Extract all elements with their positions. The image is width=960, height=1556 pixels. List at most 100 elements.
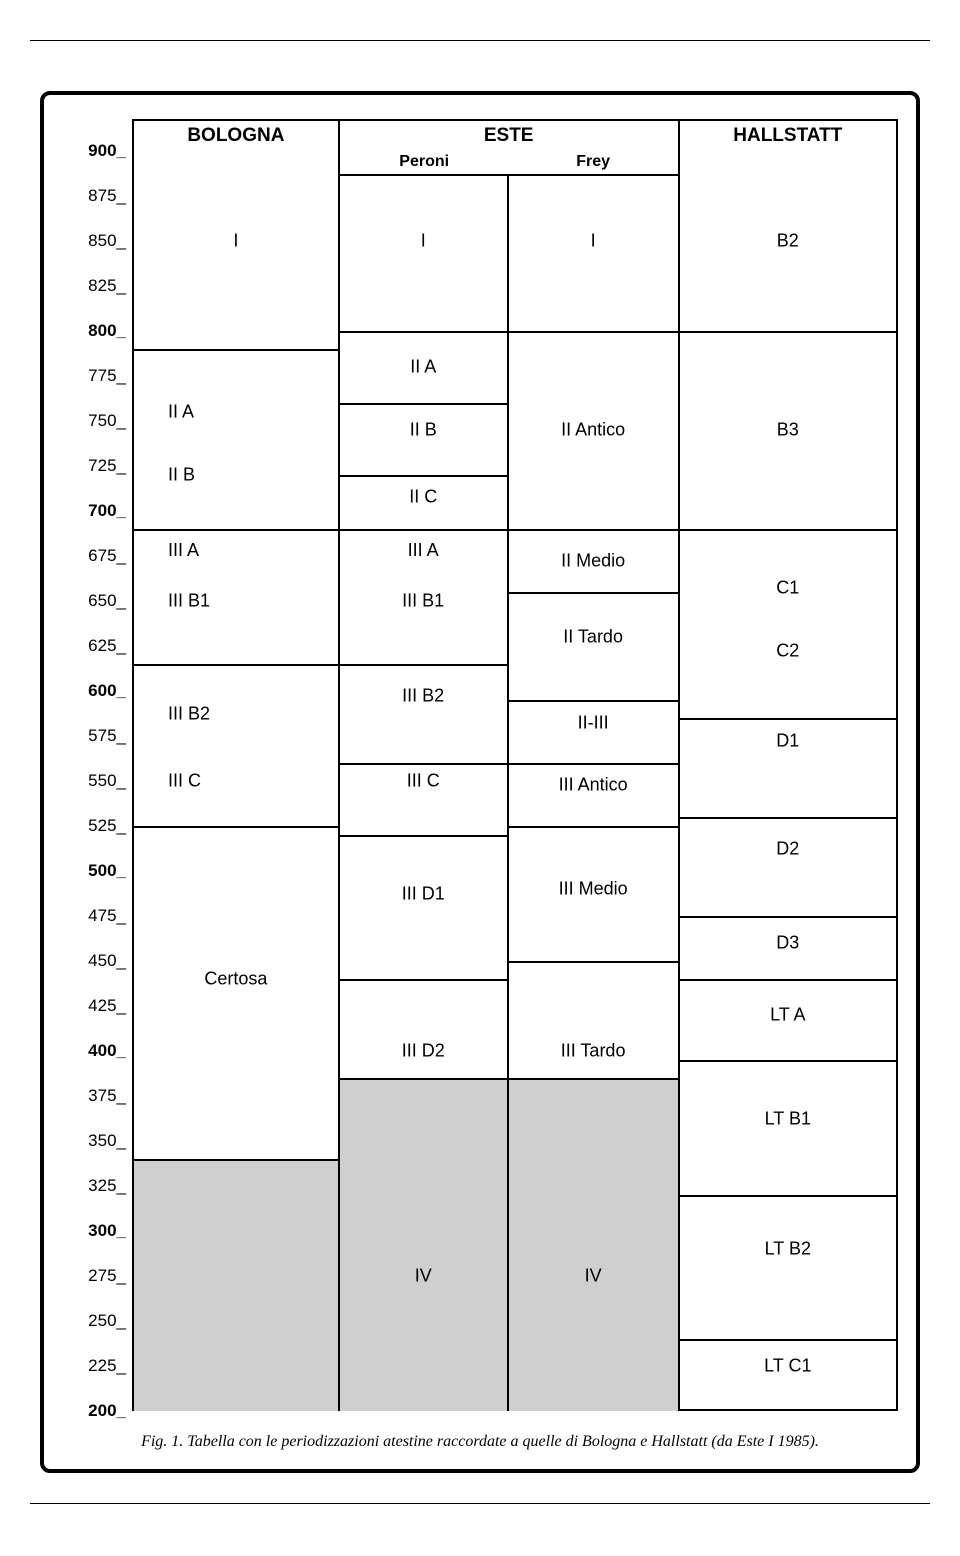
y-tick: 475_ — [88, 906, 126, 926]
y-tick: 375_ — [88, 1086, 126, 1106]
y-tick: 325_ — [88, 1176, 126, 1196]
period-label: III Tardo — [509, 1040, 678, 1061]
period-label: IV — [340, 1265, 507, 1286]
period-label: II-III — [509, 713, 678, 734]
separator — [680, 529, 896, 531]
period-label: Certosa — [134, 969, 338, 990]
column-bologna: III AII BIII AIII B1III B2III CCertosa — [134, 151, 340, 1409]
period-label: III Medio — [509, 878, 678, 899]
y-tick: 800_ — [88, 321, 126, 341]
separator — [680, 979, 896, 981]
separator — [340, 1078, 507, 1080]
period-label: IV — [509, 1265, 678, 1286]
y-tick: 725_ — [88, 456, 126, 476]
y-tick: 575_ — [88, 726, 126, 746]
y-tick: 900_ — [88, 141, 126, 161]
separator — [340, 664, 507, 666]
separator — [134, 349, 338, 351]
period-label: II Tardo — [509, 626, 678, 647]
y-tick: 700_ — [88, 501, 126, 521]
period-label: II B — [340, 419, 507, 440]
shaded-region — [509, 1078, 678, 1411]
period-label: LT B2 — [680, 1239, 896, 1260]
y-tick: 450_ — [88, 951, 126, 971]
y-tick: 525_ — [88, 816, 126, 836]
y-tick: 350_ — [88, 1131, 126, 1151]
separator — [340, 979, 507, 981]
separator — [509, 592, 678, 594]
y-tick: 275_ — [88, 1266, 126, 1286]
separator — [680, 718, 896, 720]
period-label: D3 — [680, 933, 896, 954]
subcolumn-frey: III AnticoII MedioII TardoII-IIIIII Anti… — [509, 176, 678, 1409]
period-label: III B1 — [340, 590, 507, 611]
separator — [509, 529, 678, 531]
period-label: B2 — [680, 231, 896, 252]
period-label: II Medio — [509, 551, 678, 572]
y-tick: 625_ — [88, 636, 126, 656]
y-tick: 825_ — [88, 276, 126, 296]
separator — [680, 1060, 896, 1062]
period-label: II C — [340, 486, 507, 507]
period-label: III B1 — [134, 591, 338, 612]
subheader-peroni: Peroni — [340, 151, 509, 176]
grid-area: III AII BIII AIII B1III B2III CCertosaPe… — [132, 151, 898, 1411]
y-tick: 850_ — [88, 231, 126, 251]
y-tick: 425_ — [88, 996, 126, 1016]
separator — [680, 331, 896, 333]
columns-container: III AII BIII AIII B1III B2III CCertosaPe… — [132, 151, 898, 1411]
y-tick: 200_ — [88, 1401, 126, 1421]
y-tick: 675_ — [88, 546, 126, 566]
separator — [509, 961, 678, 963]
period-label: III B2 — [340, 686, 507, 707]
subcolumn-peroni: III AII BII CIII AIII B1III B2III CIII D… — [340, 176, 509, 1409]
period-label: II B — [134, 465, 338, 486]
separator — [134, 664, 338, 666]
y-tick: 400_ — [88, 1041, 126, 1061]
column-este: PeroniIII AII BII CIII AIII B1III B2III … — [340, 151, 680, 1409]
period-label: C1 — [680, 578, 896, 599]
shaded-region — [340, 1078, 507, 1411]
y-tick: 775_ — [88, 366, 126, 386]
separator — [509, 1078, 678, 1080]
separator — [340, 835, 507, 837]
period-label: III D1 — [340, 884, 507, 905]
separator — [134, 529, 338, 531]
y-tick: 650_ — [88, 591, 126, 611]
separator — [680, 817, 896, 819]
period-label: III D2 — [340, 1040, 507, 1061]
y-tick: 600_ — [88, 681, 126, 701]
header-bologna: BOLOGNA — [134, 121, 340, 151]
subheader-frey: Frey — [509, 151, 678, 176]
chart-frame: BOLOGNAESTEHALLSTATT 900_875_850_825_800… — [40, 91, 920, 1473]
separator — [680, 1195, 896, 1197]
period-label: D2 — [680, 839, 896, 860]
period-label: D1 — [680, 731, 896, 752]
period-label: I — [134, 231, 338, 252]
y-tick: 225_ — [88, 1356, 126, 1376]
y-tick: 300_ — [88, 1221, 126, 1241]
y-tick: 875_ — [88, 186, 126, 206]
y-tick: 750_ — [88, 411, 126, 431]
period-label: LT C1 — [680, 1356, 896, 1377]
period-label: II A — [134, 402, 338, 423]
period-label: C2 — [680, 641, 896, 662]
timeline-chart: BOLOGNAESTEHALLSTATT 900_875_850_825_800… — [62, 119, 898, 1411]
shaded-region — [134, 1159, 338, 1411]
y-tick: 550_ — [88, 771, 126, 791]
separator — [509, 700, 678, 702]
y-tick: 500_ — [88, 861, 126, 881]
column-hallstatt: B2B3C1C2D1D2D3LT ALT B1LT B2LT C1 — [680, 151, 896, 1409]
period-label: LT B1 — [680, 1109, 896, 1130]
separator — [680, 1339, 896, 1341]
period-label: III C — [340, 770, 507, 791]
separator — [509, 331, 678, 333]
period-label: B3 — [680, 420, 896, 441]
separator — [340, 475, 507, 477]
header-este: ESTE — [340, 121, 680, 151]
y-tick: 250_ — [88, 1311, 126, 1331]
separator — [340, 331, 507, 333]
separator — [134, 826, 338, 828]
period-label: III B2 — [134, 704, 338, 725]
period-label: II Antico — [509, 419, 678, 440]
